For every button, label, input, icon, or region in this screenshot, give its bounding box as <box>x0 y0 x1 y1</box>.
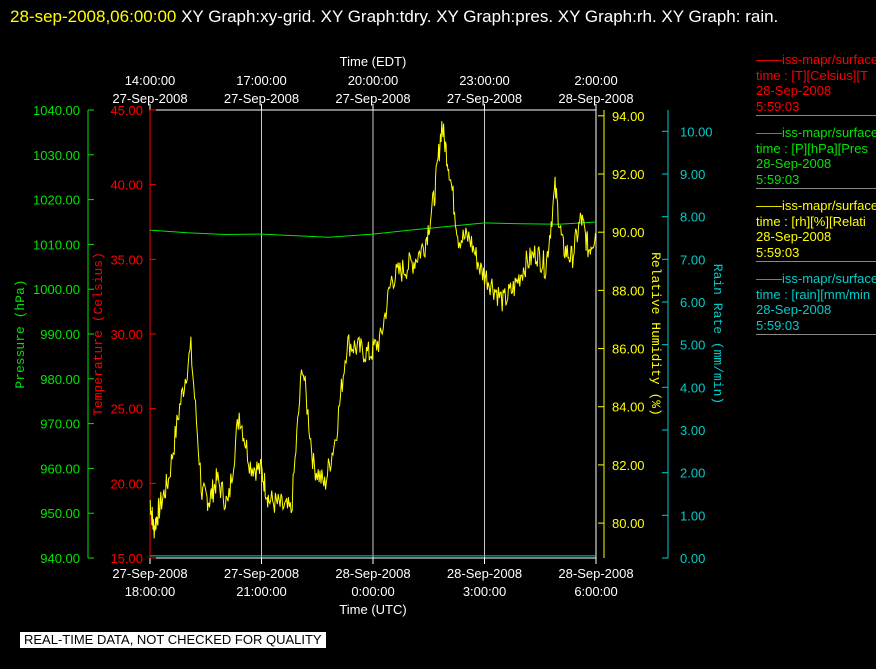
x-tick-label-bottom-date: 28-Sep-2008 <box>558 566 633 581</box>
legend-entry: ——iss-mapr/surface time : [T][Celsius][T 2… <box>756 52 876 116</box>
pressure-tick-label: 960.00 <box>40 461 80 476</box>
humidity-axis-title: Relative Humidity (%) <box>648 252 663 416</box>
humidity-tick-label: 88.00 <box>612 283 645 298</box>
pressure-tick-label: 1030.00 <box>33 148 80 163</box>
x-tick-label-bottom-time: 6:00:00 <box>574 584 617 599</box>
pressure-tick-label: 950.00 <box>40 506 80 521</box>
legend-date: 28-Sep-2008 <box>756 156 832 171</box>
pressure-tick-label: 1010.00 <box>33 237 80 252</box>
temperature-tick-label: 30.00 <box>110 327 143 342</box>
x-tick-label-bottom-date: 28-Sep-2008 <box>335 566 410 581</box>
pressure-tick-label: 1020.00 <box>33 193 80 208</box>
pressure-tick-label: 990.00 <box>40 327 80 342</box>
series-pressure <box>149 221 597 238</box>
x-axis-title-top: Time (EDT) <box>340 54 407 69</box>
rain-tick-label: 0.00 <box>680 551 705 566</box>
chart-header: 28-sep-2008,06:00:00 XY Graph:xy-grid. X… <box>10 2 870 31</box>
x-tick-label-top-date: 27-Sep-2008 <box>447 91 522 106</box>
x-tick-label-bottom-time: 18:00:00 <box>125 584 176 599</box>
humidity-tick-label: 82.00 <box>612 458 645 473</box>
x-tick-label-top-date: 27-Sep-2008 <box>224 91 299 106</box>
humidity-tick-label: 84.00 <box>612 400 645 415</box>
temperature-tick-label: 45.00 <box>110 103 143 118</box>
rain-tick-label: 2.00 <box>680 466 705 481</box>
humidity-tick-label: 94.00 <box>612 109 645 124</box>
legend-field: time : [rh][%][Relati <box>756 213 866 229</box>
rain-tick-label: 4.00 <box>680 380 705 395</box>
pressure-axis-title: Pressure (hPa) <box>13 279 28 388</box>
x-tick-label-top-time: 14:00:00 <box>125 73 176 88</box>
x-tick-label-bottom-date: 28-Sep-2008 <box>447 566 522 581</box>
humidity-tick-label: 92.00 <box>612 167 645 182</box>
legend-entry: ——iss-mapr/surface time : [rh][%][Relati 2… <box>756 198 876 262</box>
rain-tick-label: 6.00 <box>680 295 705 310</box>
x-tick-label-bottom-time: 0:00:00 <box>351 584 394 599</box>
rain-tick-label: 5.00 <box>680 338 705 353</box>
grid <box>261 110 485 558</box>
legend-entry: ——iss-mapr/surface time : [rain][mm/min 28… <box>756 271 876 335</box>
legend-time: 5:59:03 <box>756 171 800 187</box>
rain-tick-label: 9.00 <box>680 167 705 182</box>
temperature-axis-title: Temperature (Celsius) <box>91 252 106 416</box>
legend-source: ——iss-mapr/surface <box>756 52 876 67</box>
humidity-tick-label: 90.00 <box>612 225 645 240</box>
quality-disclaimer: REAL-TIME DATA, NOT CHECKED FOR QUALITY <box>20 632 326 648</box>
x-axis-title-bottom: Time (UTC) <box>339 602 406 617</box>
legend-entry: ——iss-mapr/surface time : [P][hPa][Pres 28… <box>756 125 876 189</box>
x-tick-label-bottom-date: 27-Sep-2008 <box>112 566 187 581</box>
legend-date: 28-Sep-2008 <box>756 229 832 244</box>
rain-tick-label: 1.00 <box>680 508 705 523</box>
x-tick-label-top-date: 27-Sep-2008 <box>112 91 187 106</box>
timestamp: 28-sep-2008,06:00:00 <box>10 7 177 26</box>
x-tick-label-bottom-time: 21:00:00 <box>236 584 287 599</box>
pressure-tick-label: 970.00 <box>40 417 80 432</box>
temperature-tick-label: 25.00 <box>110 402 143 417</box>
pressure-tick-label: 1000.00 <box>33 282 80 297</box>
x-tick-label-top-date: 27-Sep-2008 <box>335 91 410 106</box>
x-tick-label-top-date: 28-Sep-2008 <box>558 91 633 106</box>
legend-time: 5:59:03 <box>756 98 800 114</box>
temperature-tick-label: 35.00 <box>110 252 143 267</box>
rain-tick-label: 10.00 <box>680 124 713 139</box>
legend-source: ——iss-mapr/surface <box>756 198 876 213</box>
pressure-tick-label: 940.00 <box>40 551 80 566</box>
x-tick-label-bottom-time: 3:00:00 <box>463 584 506 599</box>
x-tick-label-top-time: 2:00:00 <box>574 73 617 88</box>
axes <box>87 104 669 564</box>
rain-tick-label: 7.00 <box>680 252 705 267</box>
graph-titles: XY Graph:xy-grid. XY Graph:tdry. XY Grap… <box>181 7 779 26</box>
rain-axis-title: Rain Rate (mm/min) <box>710 264 725 404</box>
x-tick-label-top-time: 17:00:00 <box>236 73 287 88</box>
legend-date: 28-Sep-2008 <box>756 83 832 98</box>
legend-time: 5:59:03 <box>756 244 800 260</box>
legend-field: time : [rain][mm/min <box>756 286 871 302</box>
legend-time: 5:59:03 <box>756 317 800 333</box>
temperature-tick-label: 20.00 <box>110 476 143 491</box>
x-tick-label-top-time: 23:00:00 <box>459 73 510 88</box>
rain-tick-label: 8.00 <box>680 210 705 225</box>
legend-field: time : [P][hPa][Pres <box>756 140 868 156</box>
x-tick-label-top-time: 20:00:00 <box>348 73 399 88</box>
pressure-tick-label: 980.00 <box>40 372 80 387</box>
temperature-tick-label: 40.00 <box>110 178 143 193</box>
legend-source: ——iss-mapr/surface <box>756 125 876 140</box>
x-tick-label-bottom-date: 27-Sep-2008 <box>224 566 299 581</box>
series-relative-humidity <box>149 121 597 539</box>
pressure-tick-label: 1040.00 <box>33 103 80 118</box>
rain-tick-label: 3.00 <box>680 423 705 438</box>
humidity-tick-label: 80.00 <box>612 516 645 531</box>
legend-field: time : [T][Celsius][T <box>756 67 868 83</box>
axis-labels: 27-Sep-2008 18:00:00 14:00:00 27-Sep-2008 27… <box>13 54 725 617</box>
temperature-tick-label: 15.00 <box>110 551 143 566</box>
humidity-tick-label: 86.00 <box>612 342 645 357</box>
legend-source: ——iss-mapr/surface <box>756 271 876 286</box>
series-lines <box>149 121 597 557</box>
legend-date: 28-Sep-2008 <box>756 302 832 317</box>
